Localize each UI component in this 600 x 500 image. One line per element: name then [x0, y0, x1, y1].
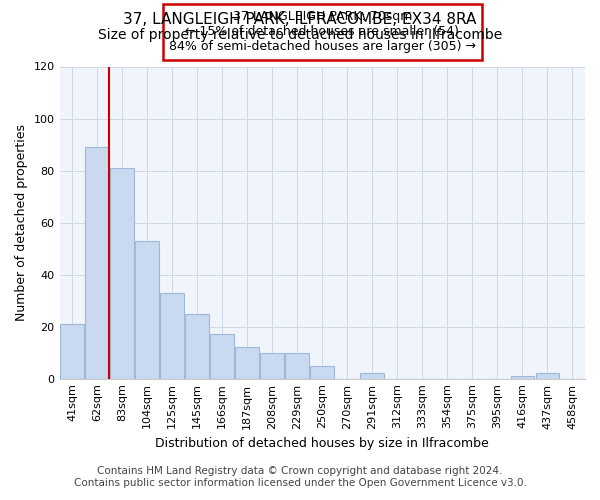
Bar — [210, 334, 234, 378]
Text: 37, LANGLEIGH PARK, ILFRACOMBE, EX34 8RA: 37, LANGLEIGH PARK, ILFRACOMBE, EX34 8RA — [124, 12, 476, 28]
Bar — [110, 168, 134, 378]
Bar — [135, 241, 159, 378]
Bar — [160, 293, 184, 378]
Text: 37 LANGLEIGH PARK: 70sqm
← 15% of detached houses are smaller (54)
84% of semi-d: 37 LANGLEIGH PARK: 70sqm ← 15% of detach… — [169, 10, 476, 54]
Bar — [260, 352, 284, 378]
Bar — [536, 374, 559, 378]
Bar — [235, 348, 259, 378]
Bar — [85, 147, 109, 378]
Y-axis label: Number of detached properties: Number of detached properties — [15, 124, 28, 321]
Bar — [286, 352, 309, 378]
X-axis label: Distribution of detached houses by size in Ilfracombe: Distribution of detached houses by size … — [155, 437, 489, 450]
Text: Size of property relative to detached houses in Ilfracombe: Size of property relative to detached ho… — [98, 28, 502, 42]
Text: Contains HM Land Registry data © Crown copyright and database right 2024.
Contai: Contains HM Land Registry data © Crown c… — [74, 466, 526, 487]
Bar — [511, 376, 535, 378]
Bar — [185, 314, 209, 378]
Bar — [361, 374, 384, 378]
Bar — [60, 324, 84, 378]
Bar — [310, 366, 334, 378]
